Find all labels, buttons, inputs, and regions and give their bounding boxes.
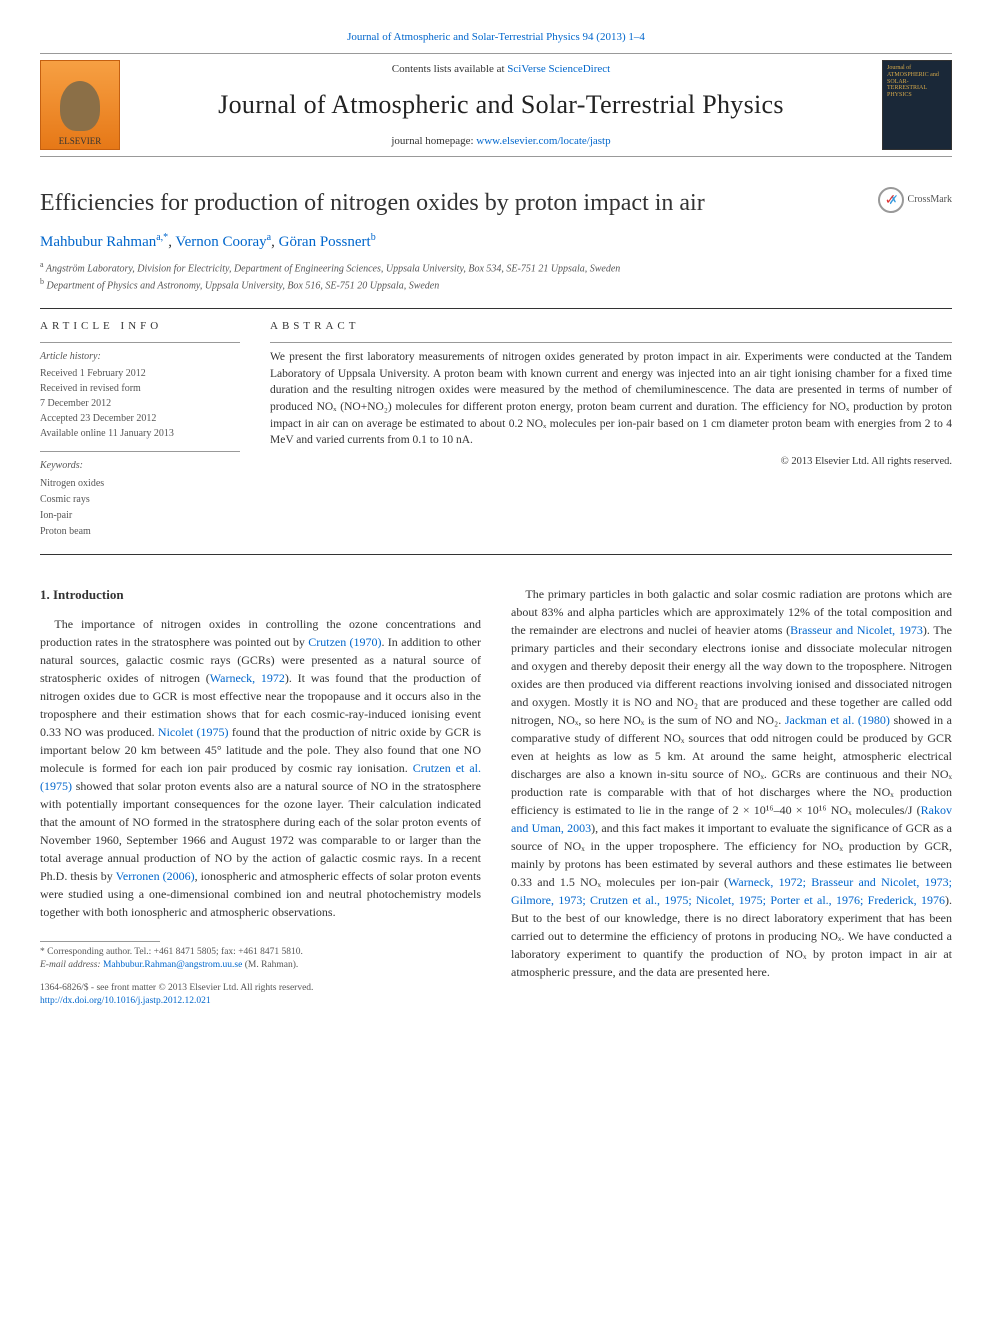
publisher-logo: ELSEVIER — [40, 60, 120, 150]
running-head: Journal of Atmospheric and Solar-Terrest… — [40, 30, 952, 45]
article-info-column: ARTICLE INFO Article history: Received 1… — [40, 319, 240, 540]
email-link[interactable]: Mahbubur.Rahman@angstrom.uu.se — [103, 960, 242, 970]
citation-link[interactable]: Verronen (2006) — [116, 869, 195, 883]
keywords-head: Keywords: — [40, 458, 240, 474]
contents-line: Contents lists available at SciVerse Sci… — [132, 62, 870, 77]
paper-title: Efficiencies for production of nitrogen … — [40, 187, 866, 221]
email-label: E-mail address: — [40, 960, 103, 970]
history-accepted: Accepted 23 December 2012 — [40, 411, 240, 426]
running-head-link[interactable]: Journal of Atmospheric and Solar-Terrest… — [347, 31, 645, 43]
doi-link[interactable]: http://dx.doi.org/10.1016/j.jastp.2012.1… — [40, 996, 211, 1006]
keyword: Ion-pair — [40, 508, 240, 524]
crossmark-badge[interactable]: CrossMark — [878, 187, 952, 213]
email-line: E-mail address: Mahbubur.Rahman@angstrom… — [40, 959, 481, 972]
affiliations: a Angström Laboratory, Division for Elec… — [40, 259, 952, 294]
title-row: Efficiencies for production of nitrogen … — [40, 187, 952, 221]
affil-b-text: Department of Physics and Astronomy, Upp… — [47, 281, 440, 292]
citation-link[interactable]: Nicolet (1975) — [158, 725, 229, 739]
homepage-prefix: journal homepage: — [391, 135, 476, 147]
elsevier-tree-icon — [60, 81, 100, 131]
keyword: Nitrogen oxides — [40, 476, 240, 492]
author-link[interactable]: Mahbubur Rahman — [40, 234, 156, 250]
body-text: showed that solar proton events also are… — [40, 779, 481, 883]
author-affil-sup: a,* — [156, 232, 168, 243]
corresponding-footnote: * Corresponding author. Tel.: +461 8471 … — [40, 946, 481, 973]
body-text: ). The primary particles and their secon… — [511, 623, 952, 727]
affiliation-a: a Angström Laboratory, Division for Elec… — [40, 259, 952, 276]
author-link[interactable]: Göran Possnert — [279, 234, 371, 250]
info-abstract-row: ARTICLE INFO Article history: Received 1… — [40, 319, 952, 540]
corr-author-line: * Corresponding author. Tel.: +461 8471 … — [40, 946, 481, 959]
section-heading: 1. Introduction — [40, 585, 481, 605]
header-center: Contents lists available at SciVerse Sci… — [132, 62, 870, 149]
author-affil-sup: a — [267, 232, 271, 243]
divider-bold — [40, 554, 952, 555]
body-column-left: 1. Introduction The importance of nitrog… — [40, 585, 481, 1009]
author-affil-sup: b — [371, 232, 376, 243]
crossmark-icon — [878, 187, 904, 213]
journal-cover-thumbnail: Journal of ATMOSPHERIC and SOLAR-TERREST… — [882, 60, 952, 150]
crossmark-label: CrossMark — [908, 193, 952, 207]
doi-block: 1364-6826/$ - see front matter © 2013 El… — [40, 982, 481, 1009]
author-link[interactable]: Vernon Cooray — [175, 234, 266, 250]
homepage-line: journal homepage: www.elsevier.com/locat… — [132, 134, 870, 149]
history-head: Article history: — [40, 349, 240, 364]
abstract-label: ABSTRACT — [270, 319, 952, 334]
citation-link[interactable]: Brasseur and Nicolet, 1973 — [790, 623, 923, 637]
divider — [40, 53, 952, 54]
footnote-divider — [40, 941, 160, 942]
abstract-text: We present the first laboratory measurem… — [270, 342, 952, 449]
homepage-link[interactable]: www.elsevier.com/locate/jastp — [476, 135, 610, 147]
keyword: Proton beam — [40, 524, 240, 540]
journal-header: ELSEVIER Contents lists available at Sci… — [40, 60, 952, 150]
sciencedirect-link[interactable]: SciVerse ScienceDirect — [507, 63, 610, 75]
keyword: Cosmic rays — [40, 492, 240, 508]
affil-a-text: Angström Laboratory, Division for Electr… — [46, 263, 620, 274]
journal-name: Journal of Atmospheric and Solar-Terrest… — [132, 87, 870, 123]
history-revised-1: Received in revised form — [40, 381, 240, 396]
body-paragraph: The importance of nitrogen oxides in con… — [40, 615, 481, 921]
email-suffix: (M. Rahman). — [242, 960, 298, 970]
citation-link[interactable]: Warneck, 1972 — [210, 671, 285, 685]
divider-bold — [40, 308, 952, 309]
citation-link[interactable]: Crutzen (1970) — [308, 635, 381, 649]
body-column-right: The primary particles in both galactic a… — [511, 585, 952, 1009]
article-info-label: ARTICLE INFO — [40, 319, 240, 334]
issn-line: 1364-6826/$ - see front matter © 2013 El… — [40, 982, 481, 995]
keywords-block: Keywords: Nitrogen oxides Cosmic rays Io… — [40, 451, 240, 540]
body-text: showed in a comparative study of differe… — [511, 713, 952, 817]
article-history: Article history: Received 1 February 201… — [40, 342, 240, 441]
abstract-copyright: © 2013 Elsevier Ltd. All rights reserved… — [270, 455, 952, 470]
affiliation-b: b Department of Physics and Astronomy, U… — [40, 276, 952, 293]
body-columns: 1. Introduction The importance of nitrog… — [40, 585, 952, 1009]
history-revised-2: 7 December 2012 — [40, 396, 240, 411]
body-paragraph: The primary particles in both galactic a… — [511, 585, 952, 981]
cover-thumb-text: Journal of ATMOSPHERIC and SOLAR-TERREST… — [887, 65, 939, 97]
author-list: Mahbubur Rahmana,*, Vernon Cooraya, Göra… — [40, 231, 952, 253]
citation-link[interactable]: Jackman et al. (1980) — [785, 713, 890, 727]
history-received: Received 1 February 2012 — [40, 366, 240, 381]
page-container: Journal of Atmospheric and Solar-Terrest… — [0, 0, 992, 1039]
abstract-column: ABSTRACT We present the first laboratory… — [270, 319, 952, 540]
divider — [40, 156, 952, 157]
history-online: Available online 11 January 2013 — [40, 426, 240, 441]
publisher-logo-text: ELSEVIER — [59, 135, 102, 148]
contents-prefix: Contents lists available at — [392, 63, 507, 75]
